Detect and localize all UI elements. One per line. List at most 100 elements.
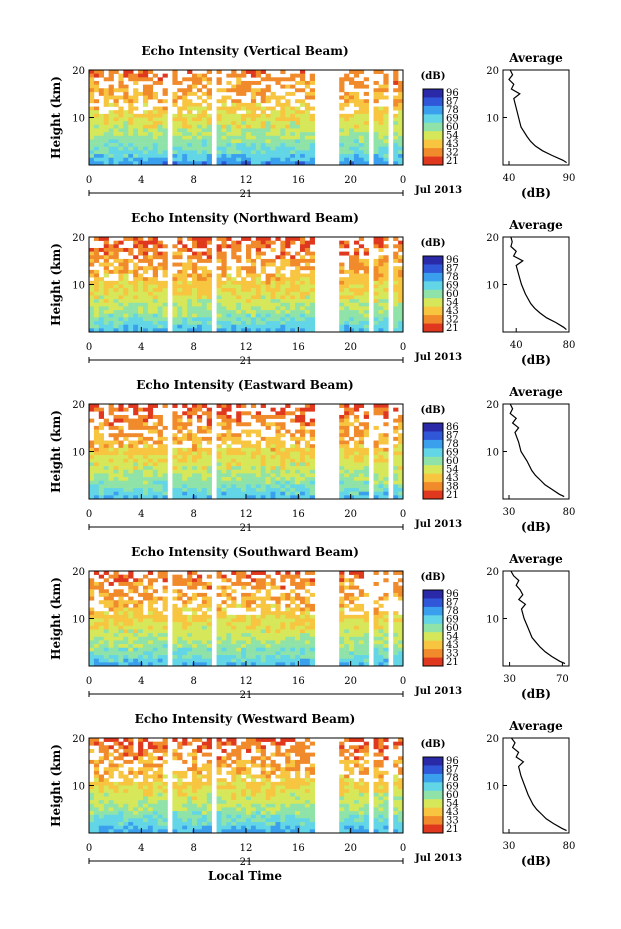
heatmap-cell: [152, 251, 158, 256]
heatmap-cell: [246, 614, 252, 619]
heatmap-cell: [304, 124, 311, 129]
heatmap-cell: [201, 310, 208, 315]
heatmap-cell: [299, 113, 306, 118]
heatmap-cell: [108, 146, 114, 151]
colorbar-swatch: [423, 114, 443, 124]
heatmap-cell: [201, 488, 208, 492]
heatmap-cell: [250, 462, 257, 467]
heatmap-cell: [260, 611, 266, 616]
heatmap-cell: [152, 266, 158, 271]
heatmap-cell: [393, 121, 399, 126]
heatmap-cell: [206, 633, 212, 638]
heatmap-cell: [290, 269, 296, 274]
heatmap-cell: [172, 121, 178, 126]
heatmap-cell: [373, 622, 379, 627]
heatmap-cell: [142, 91, 149, 96]
heatmap-cell: [299, 128, 306, 133]
heatmap-cell: [393, 444, 399, 449]
heatmap-cell: [177, 640, 183, 645]
heatmap-cell: [270, 488, 276, 492]
heatmap-cell: [290, 488, 296, 492]
heatmap-cell: [177, 313, 183, 318]
heatmap-cell: [250, 480, 257, 485]
x-tick-label: 16: [292, 676, 305, 687]
heatmap-cell: [118, 135, 124, 140]
heatmap-cell: [133, 451, 139, 456]
heatmap-cell: [378, 324, 384, 329]
heatmap-cell: [123, 95, 129, 100]
heatmap-cell: [187, 596, 193, 601]
heatmap-cell: [206, 607, 212, 612]
heatmap-cell: [260, 625, 266, 630]
heatmap-cell: [226, 306, 232, 311]
heatmap-cell: [187, 655, 193, 659]
heatmap-cell: [309, 161, 315, 166]
heatmap-cell: [304, 614, 311, 619]
heatmap-cell: [309, 655, 315, 659]
heatmap-cell: [373, 491, 379, 496]
heatmap-cell: [201, 614, 208, 619]
heatmap-cell: [182, 484, 188, 489]
heatmap-cell: [299, 655, 306, 659]
heatmap-cell: [246, 139, 252, 144]
heatmap-cell: [133, 491, 139, 496]
heatmap-cell: [142, 585, 149, 590]
heatmap-cell: [373, 404, 379, 408]
heatmap-cell: [304, 488, 311, 492]
heatmap-cell: [246, 633, 252, 638]
heatmap-cell: [93, 640, 100, 645]
heatmap-cell: [118, 603, 124, 608]
heatmap-cell: [378, 407, 384, 412]
heatmap-cell: [177, 644, 183, 649]
heatmap-cell: [89, 585, 95, 590]
heatmap-cell: [265, 636, 271, 641]
heatmap-cell: [265, 157, 271, 162]
heatmap-cell: [339, 455, 345, 460]
panel-2: Echo Intensity (Eastward Beam)2010Height…: [49, 378, 575, 534]
heatmap-cell: [344, 629, 350, 634]
heatmap-cell: [290, 302, 296, 307]
heatmap-cell: [398, 418, 404, 423]
heatmap-cell: [363, 488, 369, 492]
heatmap-cell: [246, 313, 252, 318]
heatmap-cell: [353, 418, 360, 423]
heatmap-cell: [187, 411, 193, 416]
heatmap-cell: [255, 647, 262, 652]
heatmap-cell: [363, 411, 369, 416]
heatmap-cell: [241, 161, 247, 166]
heatmap-cell: [353, 407, 360, 412]
heatmap-cell: [138, 581, 144, 586]
heatmap-cell: [344, 404, 350, 408]
heatmap-cell: [349, 447, 355, 452]
heatmap-cell: [138, 244, 144, 249]
heatmap-cell: [393, 614, 399, 619]
heatmap-cell: [128, 422, 134, 427]
heatmap-cell: [133, 622, 139, 627]
heatmap-cell: [187, 578, 193, 583]
heatmap-cell: [349, 600, 355, 605]
heatmap-cell: [128, 110, 134, 115]
heatmap-cell: [349, 295, 355, 300]
heatmap-cell: [192, 244, 198, 249]
heatmap-cell: [221, 273, 227, 278]
heatmap-cell: [133, 288, 139, 293]
heatmap-cell: [280, 444, 286, 449]
heatmap-cell: [221, 640, 227, 645]
heatmap-cell: [309, 237, 315, 241]
heatmap-cell: [201, 295, 208, 300]
heatmap-cell: [118, 651, 124, 656]
heatmap-cell: [89, 451, 95, 456]
heatmap-cell: [363, 128, 369, 133]
heatmap-cell: [299, 651, 306, 656]
heatmap-cell: [192, 135, 198, 140]
heatmap-cell: [98, 280, 105, 285]
heatmap-cell: [339, 262, 345, 267]
heatmap-cell: [344, 295, 350, 300]
heatmap-cell: [353, 480, 360, 485]
heatmap-cell: [162, 154, 168, 158]
heatmap-cell: [280, 411, 286, 416]
heatmap-cell: [349, 146, 355, 151]
heatmap-cell: [309, 302, 315, 307]
heatmap-cell: [196, 484, 203, 489]
heatmap-cell: [157, 633, 163, 638]
